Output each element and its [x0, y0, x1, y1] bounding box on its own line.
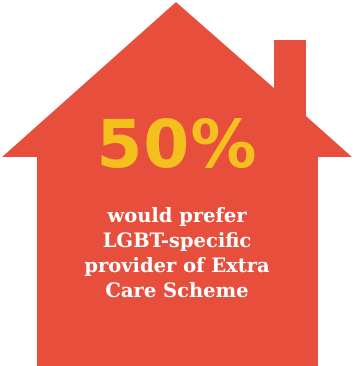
- caption-line-4: Care Scheme: [105, 279, 249, 302]
- stat-value: 50%: [96, 106, 258, 183]
- caption-line-2: LGBT-specific: [102, 229, 252, 252]
- stat-caption: would prefer LGBT-specific provider of E…: [40, 203, 314, 303]
- caption-line-1: would prefer: [107, 204, 247, 227]
- caption-line-3: provider of Extra: [84, 254, 270, 277]
